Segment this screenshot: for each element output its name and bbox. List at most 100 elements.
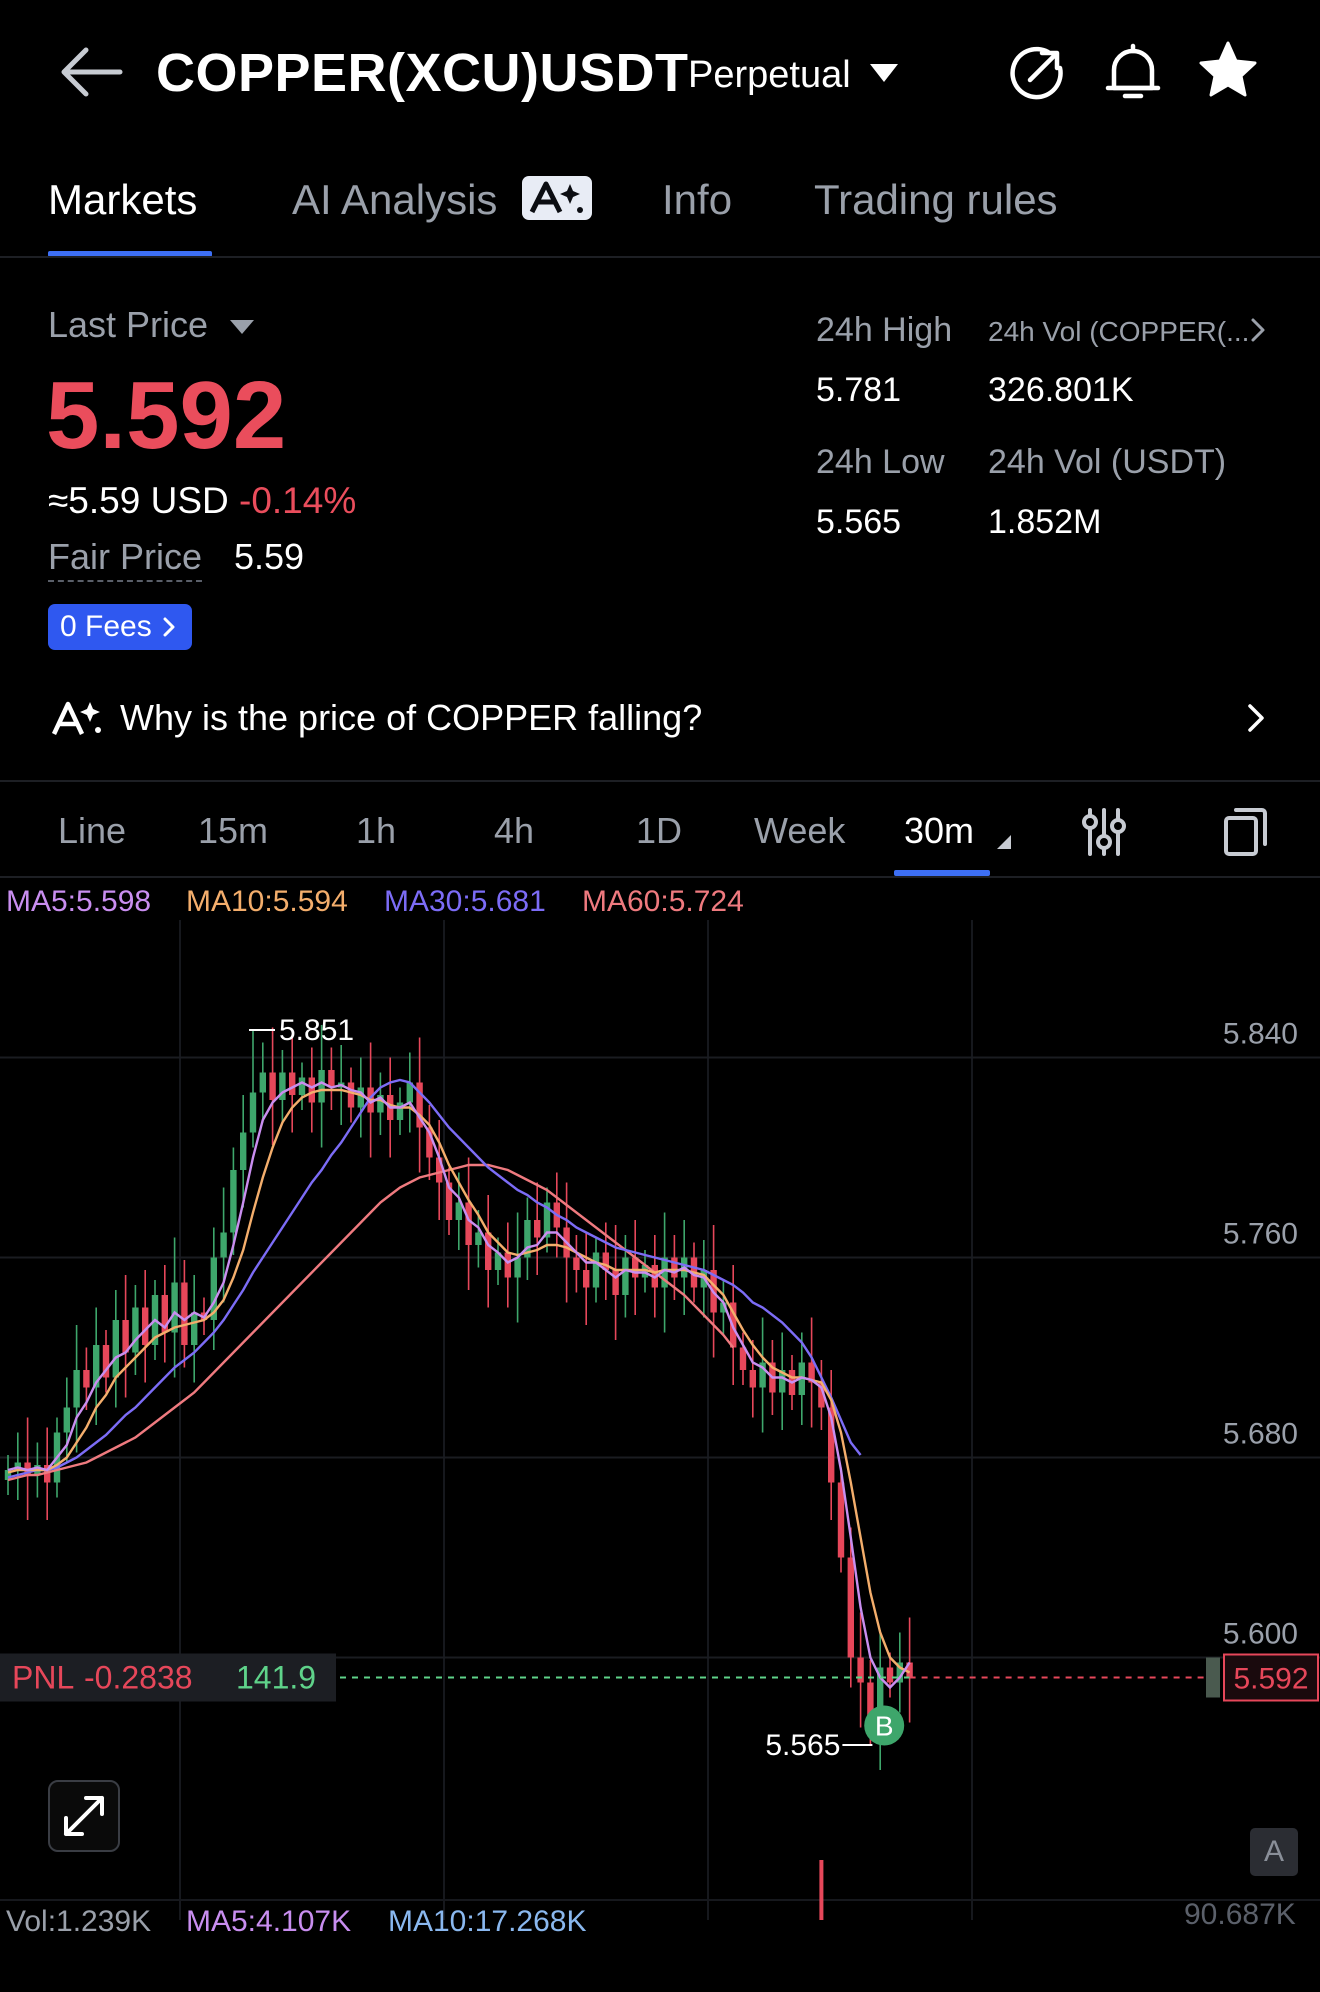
- high-24h-label: 24h High: [816, 311, 953, 349]
- high-24h-value: 5.781: [816, 371, 902, 409]
- buy-marker-label: B: [875, 1711, 894, 1742]
- candle-body: [543, 1202, 551, 1238]
- candle-body: [818, 1382, 825, 1408]
- favorite-button[interactable]: [1198, 40, 1258, 100]
- candle-body: [298, 1077, 306, 1095]
- candle-body: [112, 1320, 119, 1378]
- fair-price-label[interactable]: Fair Price: [48, 534, 203, 582]
- candle-body: [475, 1232, 482, 1245]
- auto-scale-button[interactable]: A: [1250, 1828, 1298, 1876]
- page-title: COPPER(XCU)USDT: [156, 43, 689, 103]
- vol-quote-24h-value: 1.852M: [988, 503, 1102, 541]
- interval-15m[interactable]: 15m: [198, 810, 269, 851]
- ma5-legend: MA5:5.598: [6, 885, 152, 918]
- tab-ai-analysis[interactable]: AI Analysis: [292, 176, 498, 223]
- vol-base-24h-label[interactable]: 24h Vol (COPPER(...: [988, 316, 1250, 347]
- candle-body: [524, 1220, 531, 1258]
- back-button[interactable]: [54, 40, 128, 104]
- chevron-right-icon[interactable]: [1248, 316, 1268, 344]
- candle-body: [886, 1667, 894, 1683]
- candle-body: [289, 1072, 296, 1095]
- share-icon: [1010, 46, 1063, 100]
- candle-body: [759, 1362, 766, 1388]
- interval-line[interactable]: Line: [58, 810, 127, 851]
- candle-body: [877, 1667, 884, 1733]
- contract-type-selector[interactable]: Perpetual: [688, 54, 851, 96]
- candle-body: [308, 1077, 315, 1103]
- candle-body: [83, 1370, 90, 1388]
- ma60-line: [7, 1163, 735, 1482]
- last-price-value: 5.592: [46, 362, 287, 469]
- ma5-line: [7, 1081, 911, 1690]
- candle-body: [808, 1362, 815, 1383]
- chart-settings-button[interactable]: [1080, 804, 1128, 860]
- back-arrow-icon: [61, 47, 123, 97]
- candle-body: [583, 1270, 590, 1288]
- candle-body: [641, 1265, 649, 1278]
- candle-body: [504, 1252, 511, 1278]
- candle-body: [416, 1082, 423, 1128]
- candle-body: [622, 1257, 629, 1295]
- chevron-right-icon: [163, 617, 175, 637]
- usd-approx: ≈5.59 USD: [48, 480, 229, 521]
- section-divider: [0, 780, 1320, 782]
- volume-ma10: MA10:17.268K: [388, 1905, 587, 1938]
- candle-body: [514, 1257, 521, 1278]
- candle-body: [906, 1662, 913, 1678]
- caret-down-icon[interactable]: [228, 318, 256, 336]
- sliders-icon: [1082, 808, 1126, 856]
- tabs-divider: [0, 256, 1320, 258]
- chevron-down-icon[interactable]: [868, 62, 900, 84]
- ma60-legend: MA60:5.724: [582, 885, 744, 918]
- candle-body: [279, 1072, 286, 1100]
- ai-sparkle-icon: [522, 176, 592, 220]
- candle-body: [612, 1270, 619, 1295]
- candle-body: [63, 1407, 70, 1433]
- tab-info[interactable]: Info: [662, 176, 733, 223]
- candle-body: [436, 1157, 443, 1183]
- fair-price-value: 5.59: [234, 536, 305, 577]
- candle-body: [249, 1092, 257, 1133]
- interval-4h[interactable]: 4h: [494, 810, 535, 851]
- interval-week[interactable]: Week: [754, 810, 846, 851]
- volume-bar: [819, 1860, 824, 1920]
- candle-body: [828, 1407, 835, 1483]
- ma10-legend: MA10:5.594: [186, 885, 348, 918]
- corner-caret-icon: [997, 835, 1011, 849]
- position-quantity: 141.9: [236, 1660, 316, 1696]
- zero-fees-button[interactable]: 0 Fees: [48, 604, 192, 650]
- candle-body: [837, 1482, 845, 1558]
- candle-body: [671, 1257, 678, 1278]
- candle-body: [102, 1345, 110, 1378]
- candle-body: [602, 1252, 609, 1270]
- interval-1h[interactable]: 1h: [356, 810, 397, 851]
- interval-1d[interactable]: 1D: [636, 810, 683, 851]
- candle-body: [485, 1232, 492, 1270]
- alert-button[interactable]: [1104, 42, 1162, 104]
- fullscreen-button[interactable]: [48, 1780, 120, 1852]
- chevron-right-icon[interactable]: [1244, 702, 1268, 734]
- candle-body: [847, 1557, 854, 1658]
- ai-sparkle-icon: [51, 701, 101, 735]
- candle-body: [396, 1102, 404, 1120]
- last-price-selector[interactable]: Last Price: [48, 304, 209, 345]
- candle-body: [592, 1252, 600, 1288]
- tab-markets[interactable]: Markets: [48, 176, 198, 223]
- copy-button[interactable]: [1222, 804, 1270, 858]
- share-button[interactable]: [1008, 44, 1066, 102]
- candle-body: [377, 1095, 384, 1113]
- candle-body: [749, 1370, 756, 1388]
- tab-trading-rules[interactable]: Trading rules: [814, 176, 1058, 223]
- current-price-label: 5.592: [1233, 1663, 1308, 1696]
- candle-body: [534, 1220, 541, 1238]
- ai-question-link[interactable]: Why is the price of COPPER falling?: [120, 697, 703, 738]
- candle-body: [14, 1462, 21, 1470]
- candle-body: [269, 1072, 276, 1100]
- price-chart[interactable]: 5.840 5.760 5.680 5.600 5.851 5.565 PNL -0.2838…: [0, 920, 1320, 1920]
- y-axis-tick-label: 5.760: [1223, 1218, 1298, 1251]
- candle-body: [230, 1170, 237, 1233]
- candle-body: [44, 1465, 51, 1483]
- candle-body: [739, 1347, 747, 1370]
- interval-30m[interactable]: 30m: [904, 810, 975, 851]
- candle-body: [73, 1370, 80, 1408]
